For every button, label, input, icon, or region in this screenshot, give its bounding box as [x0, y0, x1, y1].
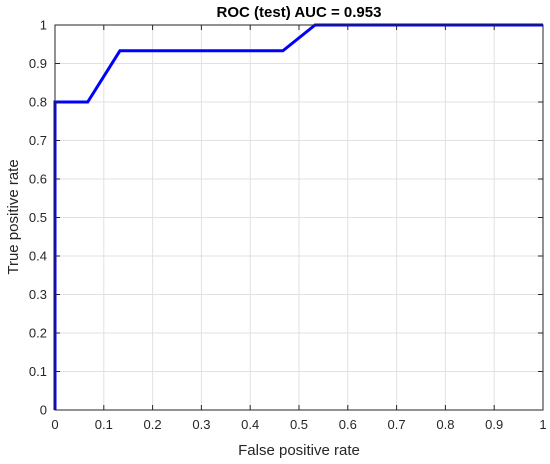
y-tick-label: 0 — [40, 403, 47, 418]
y-axis-label: True positive rate — [5, 159, 22, 274]
y-tick-label: 0.6 — [29, 172, 47, 187]
x-tick-label: 0.3 — [192, 417, 210, 432]
ticks — [54, 24, 544, 411]
x-tick-label: 0.6 — [339, 417, 357, 432]
x-tick-label: 0.7 — [388, 417, 406, 432]
x-tick-label: 0.2 — [144, 417, 162, 432]
x-tick-label: 0.1 — [95, 417, 113, 432]
y-tick-labels: 0 0.1 0.2 0.3 0.4 0.5 0.6 0.7 0.8 0.9 1 — [29, 18, 47, 418]
x-tick-label: 0.9 — [485, 417, 503, 432]
x-tick-label: 0.5 — [290, 417, 308, 432]
y-tick-label: 0.4 — [29, 249, 47, 264]
y-tick-label: 0.8 — [29, 95, 47, 110]
x-axis-label: False positive rate — [238, 442, 360, 459]
y-tick-label: 0.1 — [29, 364, 47, 379]
y-tick-label: 0.5 — [29, 210, 47, 225]
x-tick-label: 0.4 — [241, 417, 259, 432]
y-tick-label: 0.2 — [29, 326, 47, 341]
x-tick-label: 0 — [51, 417, 58, 432]
y-tick-label: 0.9 — [29, 56, 47, 71]
y-tick-label: 0.3 — [29, 287, 47, 302]
y-tick-label: 1 — [40, 18, 47, 33]
x-tick-label: 1 — [539, 417, 546, 432]
chart-title: ROC (test) AUC = 0.953 — [217, 4, 382, 21]
x-tick-label: 0.8 — [436, 417, 454, 432]
x-tick-labels: 0 0.1 0.2 0.3 0.4 0.5 0.6 0.7 0.8 0.9 1 — [51, 417, 546, 432]
y-tick-label: 0.7 — [29, 133, 47, 148]
